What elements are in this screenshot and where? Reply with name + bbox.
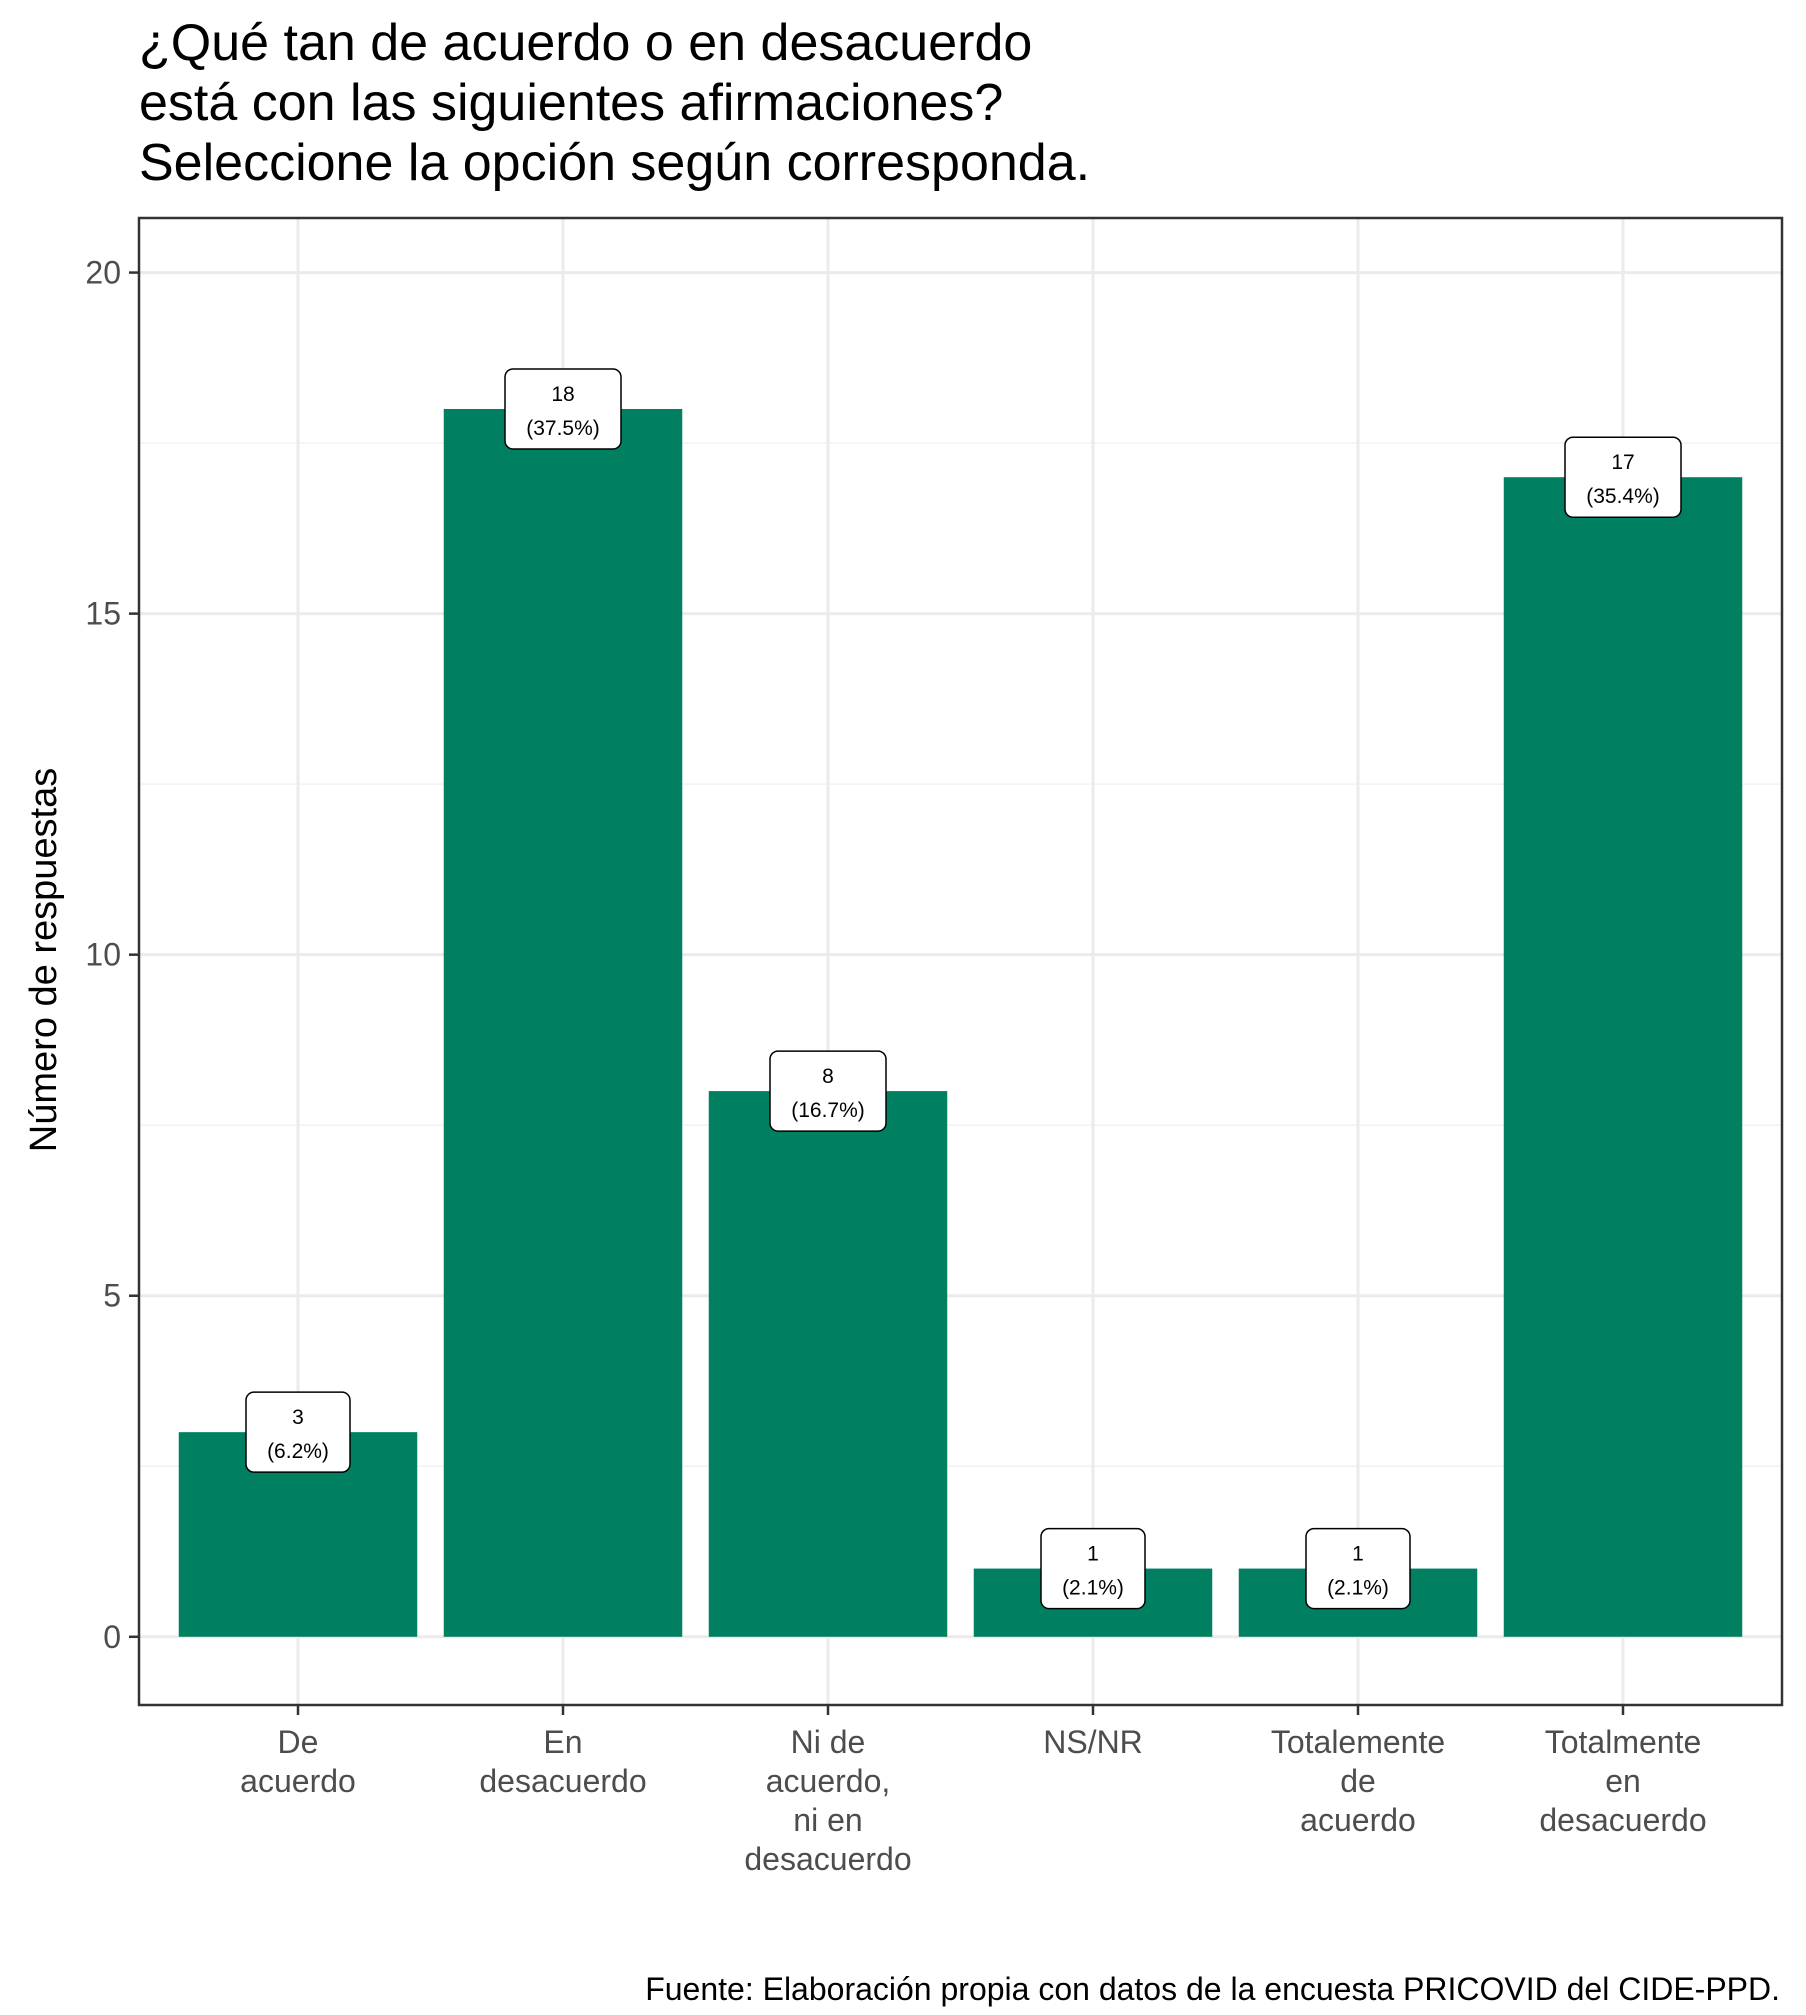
y-tick-label: 10: [85, 937, 121, 973]
title-line-3: Seleccione la opción según corresponda.: [139, 134, 1090, 192]
chart-title: ¿Qué tan de acuerdo o en desacuerdo está…: [139, 14, 1090, 192]
data-label-text: (37.5%): [526, 417, 600, 440]
data-label-text: 3: [292, 1406, 304, 1429]
x-tick-label-line: De: [278, 1724, 319, 1760]
y-tick-label: 15: [85, 596, 121, 632]
title-line-1: ¿Qué tan de acuerdo o en desacuerdo: [139, 14, 1032, 72]
title-line-2: está con las siguientes afirmaciones?: [139, 74, 1003, 132]
y-tick-label: 5: [103, 1278, 121, 1314]
data-label: 1 (2.1%): [1305, 1527, 1411, 1610]
data-label-text: 8: [822, 1065, 834, 1088]
x-tick-label-line: acuerdo: [1300, 1802, 1416, 1838]
data-label-text: (6.2%): [267, 1440, 329, 1463]
plot-border-rect: [137, 216, 1784, 1707]
data-label-text: (2.1%): [1327, 1577, 1389, 1600]
data-label-box: [1040, 1527, 1146, 1610]
data-label-text: (16.7%): [791, 1099, 865, 1122]
y-tick-label: 20: [85, 255, 121, 291]
x-tick-label-line: En: [543, 1724, 582, 1760]
chart-caption: Fuente: Elaboración propia con datos de …: [645, 1971, 1780, 2007]
bar: [1503, 477, 1743, 1637]
x-tick-label-line: ni en: [793, 1802, 862, 1838]
data-label-box: [245, 1391, 351, 1473]
bar: [708, 1091, 948, 1637]
data-label-box: [1305, 1527, 1411, 1610]
x-tick-label: NS/NR: [1043, 1724, 1143, 1760]
x-tick-label-line: acuerdo: [240, 1763, 356, 1799]
x-tick-label-line: Totalemente: [1271, 1724, 1445, 1760]
data-label: 1 (2.1%): [1040, 1527, 1146, 1610]
x-tick-label-line: desacuerdo: [1539, 1802, 1706, 1838]
data-label-box: [769, 1050, 887, 1132]
data-label: 18 (37.5%): [504, 368, 622, 450]
data-label-text: 18: [551, 383, 574, 406]
bar: [443, 408, 683, 1637]
data-label-text: (2.1%): [1062, 1577, 1124, 1600]
plot-border: [137, 216, 1784, 1707]
data-labels: 3 (6.2%) 18 (37.5%) 8 (16.7%) 1 (2.1%) 1 (2.1%) 17…: [245, 368, 1682, 1610]
data-label-box: [1564, 436, 1682, 518]
y-tick-label: 0: [103, 1619, 121, 1655]
x-tick-label-line: Totalmente: [1545, 1724, 1702, 1760]
data-label: 17 (35.4%): [1564, 436, 1682, 518]
data-label: 8 (16.7%): [769, 1050, 887, 1132]
x-tick-label-line: Ni de: [791, 1724, 866, 1760]
data-label-text: (35.4%): [1586, 485, 1660, 508]
data-label-text: 1: [1087, 1543, 1099, 1566]
x-tick-label-line: de: [1340, 1763, 1376, 1799]
x-tick-label-line: acuerdo,: [766, 1763, 891, 1799]
x-tick-label-line: NS/NR: [1043, 1724, 1143, 1760]
y-axis-title: Número de respuestas: [23, 768, 65, 1152]
data-label-box: [504, 368, 622, 450]
data-label-text: 17: [1611, 451, 1634, 474]
x-tick-label-line: en: [1605, 1763, 1641, 1799]
y-axis: 0 5 10 15 20: [85, 255, 139, 1655]
bars: [178, 408, 1743, 1637]
data-label: 3 (6.2%): [245, 1391, 351, 1473]
data-label-text: 1: [1352, 1543, 1364, 1566]
x-tick-label-line: desacuerdo: [744, 1841, 911, 1877]
x-tick-label-line: desacuerdo: [479, 1763, 646, 1799]
